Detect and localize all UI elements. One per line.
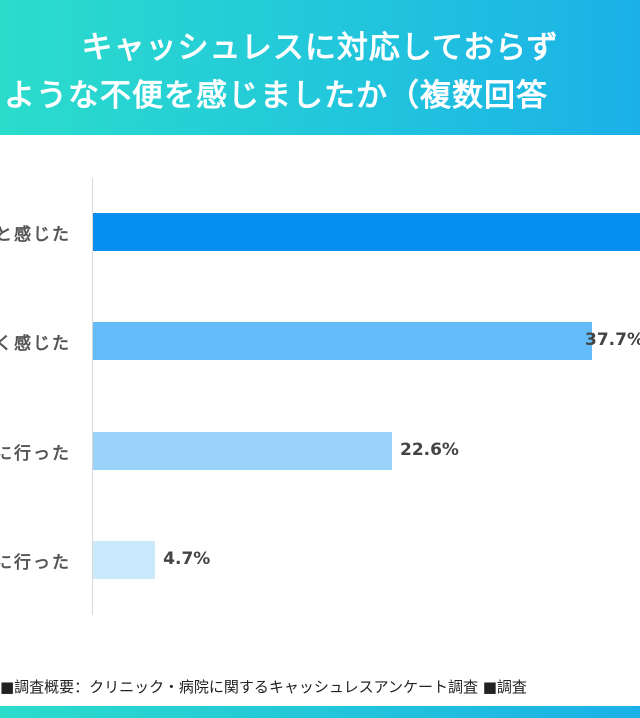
value-label: 37.7% xyxy=(585,330,640,350)
bar-0 xyxy=(93,213,640,251)
value-label: 4.7% xyxy=(163,549,211,569)
category-label: に行った xyxy=(0,444,71,464)
footnote: ■調査概要：クリニック・病院に関するキャッシュレスアンケート調査 ■調査 xyxy=(0,678,527,696)
category-label: に行った xyxy=(0,553,71,573)
bottom-gradient-strip xyxy=(0,706,640,718)
y-axis-line xyxy=(92,178,93,615)
category-label: と感じた xyxy=(0,225,71,245)
value-label: 22.6% xyxy=(399,440,459,460)
bar-3 xyxy=(93,541,156,579)
bar-1 xyxy=(93,322,592,360)
bar-2 xyxy=(93,432,392,470)
chart-title-line-2: ような不便を感じましたか（複数回答 xyxy=(4,78,548,114)
chart-header: キャッシュレスに対応しておらず ような不便を感じましたか（複数回答 xyxy=(0,0,640,135)
category-label: く感じた xyxy=(0,334,71,354)
chart-title-line-1: キャッシュレスに対応しておらず xyxy=(81,30,559,66)
